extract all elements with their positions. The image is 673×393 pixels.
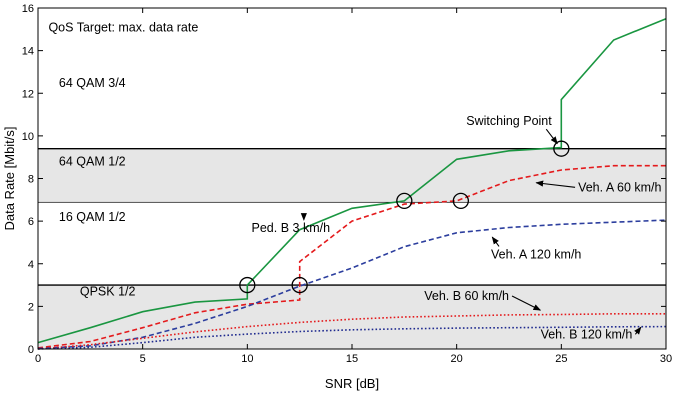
region-label-2: 64 QAM 1/2 — [59, 155, 126, 169]
switching-point-circle-3 — [452, 192, 470, 210]
switching-point-circle-0 — [239, 276, 256, 294]
x-tick-label: 20 — [451, 353, 463, 365]
y-tick-label: 10 — [22, 131, 34, 143]
x-tick-label: 25 — [555, 353, 567, 365]
series-layer — [37, 17, 667, 350]
annotation-arrow-2 — [491, 236, 500, 247]
modulation-regions: QPSK 1/2 16 QAM 1/2 64 QAM 1/2 64 QAM 3/4 — [38, 76, 666, 349]
series-annotation-0: Ped. B 3 km/h — [252, 221, 331, 235]
series-line-2 — [37, 219, 667, 350]
y-tick-label: 16 — [22, 3, 34, 15]
x-tick-label: 10 — [241, 353, 253, 365]
annotation-arrow-4 — [634, 326, 642, 335]
switching-point-arrow — [545, 128, 558, 145]
switching-point-label: Switching Point — [466, 114, 552, 128]
series-annotation-3: Veh. B 60 km/h — [424, 289, 509, 303]
series-annotation-2: Veh. A 120 km/h — [491, 247, 581, 261]
x-axis-label: SNR [dB] — [325, 376, 379, 391]
y-tick-label: 14 — [22, 46, 34, 58]
region-label-0: QPSK 1/2 — [80, 285, 136, 299]
y-tick-label: 0 — [28, 344, 34, 356]
y-tick-label: 4 — [28, 259, 34, 271]
x-tick-label: 15 — [346, 353, 358, 365]
series-line-0 — [37, 17, 667, 344]
y-tick-label: 8 — [28, 174, 34, 186]
x-tick-label: 30 — [660, 353, 672, 365]
y-tick-label: 12 — [22, 88, 34, 100]
switching-point-circle-2 — [396, 192, 413, 210]
region-label-1: 16 QAM 1/2 — [59, 210, 126, 224]
series-line-1 — [37, 164, 666, 349]
x-tick-label: 0 — [35, 353, 41, 365]
region-label-3: 64 QAM 3/4 — [59, 76, 126, 90]
annotation-arrow-1 — [535, 180, 576, 188]
y-tick-label: 2 — [28, 301, 34, 313]
switching-point-circle-4 — [553, 140, 570, 157]
series-annotation-4: Veh. B 120 km/h — [541, 327, 633, 341]
y-axis-label: Data Rate [Mbit/s] — [2, 126, 17, 230]
series-annotation-1: Veh. A 60 km/h — [578, 180, 661, 194]
x-tick-label: 5 — [140, 353, 146, 365]
annotation-arrow-3 — [511, 295, 542, 311]
y-tick-label: 6 — [28, 216, 34, 228]
region-band-0 — [38, 285, 666, 349]
qos-target-text: QoS Target: max. data rate — [48, 20, 198, 34]
axes: 0 5 10 15 20 25 30 0 2 4 6 8 10 12 14 16 — [22, 3, 672, 365]
switching-points — [239, 140, 570, 294]
annotations: Ped. B 3 km/h Veh. A 60 km/h Veh. A 120 km… — [252, 114, 662, 341]
series-line-3 — [37, 312, 666, 350]
region-band-2 — [38, 148, 666, 202]
switching-point-circle-1 — [291, 276, 308, 294]
